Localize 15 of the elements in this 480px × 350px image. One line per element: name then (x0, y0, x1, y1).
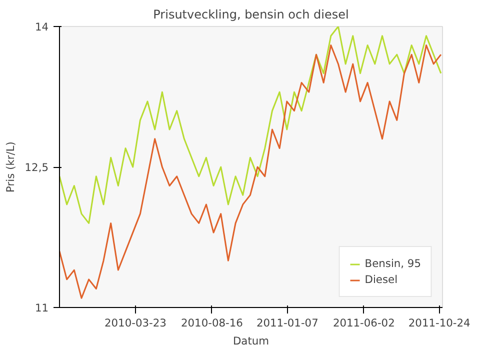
x-tick-label: 2011-06-02 (332, 316, 395, 330)
legend-label: Bensin, 95 (364, 257, 421, 270)
chart-title: Prisutveckling, bensin och diesel (153, 8, 349, 22)
x-tick-label: 2011-10-24 (408, 316, 471, 330)
x-axis-title: Datum (232, 334, 270, 348)
x-tick-label: 2010-08-16 (181, 316, 244, 330)
y-axis-title: Pris (kr/L) (4, 142, 17, 192)
x-tick-label: 2011-01-07 (256, 316, 318, 330)
y-tick-label: 11 (34, 302, 49, 314)
y-tick-label: 12,5 (24, 161, 49, 174)
line-series (60, 44, 442, 299)
x-tick-label: 2010-03-23 (104, 316, 166, 330)
y-tick-label: 14 (34, 20, 49, 34)
legend-label: Diesel (364, 273, 398, 286)
line-series (60, 26, 442, 224)
